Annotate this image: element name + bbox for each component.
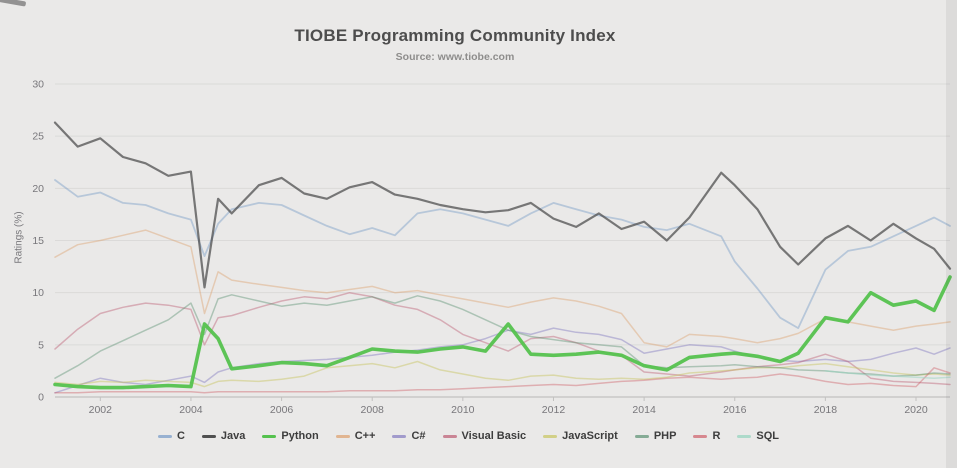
chart-title: TIOBE Programming Community Index [294, 26, 616, 45]
series-line-c- [54, 327, 951, 394]
legend-item-java[interactable]: Java [201, 430, 246, 442]
y-tick-label-30: 30 [32, 79, 44, 91]
series-line-php [54, 294, 951, 379]
y-tick-label-0: 0 [38, 392, 44, 404]
x-tick-label-2012: 2012 [542, 404, 566, 416]
legend-swatch-sql [737, 434, 752, 438]
x-tick-label-2018: 2018 [814, 404, 838, 416]
chart-legend: C Java Python C++ C# Visual Basic JavaScript PH… [0, 430, 937, 442]
legend-swatch-c- [335, 434, 350, 438]
y-tick-label-20: 20 [32, 183, 44, 195]
legend-swatch-javascript [543, 434, 558, 438]
legend-item-c-[interactable]: C# [392, 430, 426, 442]
legend-label: Visual Basic [461, 430, 527, 442]
legend-item-visual-basic[interactable]: Visual Basic [442, 430, 527, 442]
legend-item-sql[interactable]: SQL [737, 430, 779, 442]
legend-label: JavaScript [562, 430, 618, 442]
legend-swatch-php [634, 434, 649, 438]
legend-swatch-python [262, 434, 277, 438]
legend-label: PHP [653, 430, 677, 442]
legend-swatch-c [157, 434, 172, 438]
legend-label: C [176, 430, 185, 442]
x-tick-label-2008: 2008 [361, 404, 385, 416]
y-tick-label-25: 25 [32, 131, 44, 143]
series-line-sql [824, 370, 951, 379]
legend-item-javascript[interactable]: JavaScript [543, 430, 618, 442]
legend-item-python[interactable]: Python [262, 430, 319, 442]
legend-item-c-[interactable]: C++ [335, 430, 376, 442]
legend-label: Java [220, 430, 246, 442]
legend-label: Python [281, 430, 319, 442]
series-line-c [54, 179, 951, 329]
legend-label: SQL [756, 430, 780, 442]
legend-label: C++ [354, 430, 376, 442]
legend-swatch-visual-basic [442, 434, 457, 438]
x-tick-label-2004: 2004 [179, 404, 203, 416]
y-tick-label-10: 10 [32, 287, 44, 299]
legend-swatch-r [693, 434, 708, 438]
series-line-r [54, 367, 951, 394]
legend-item-php[interactable]: PHP [634, 430, 677, 442]
x-tick-label-2020: 2020 [904, 404, 928, 416]
legend-item-r[interactable]: R [693, 430, 720, 442]
legend-label: R [712, 430, 721, 442]
legend-swatch-java [201, 434, 216, 438]
y-tick-label-15: 15 [32, 235, 44, 247]
series-line-c- [54, 229, 951, 348]
series-line-python [53, 275, 952, 390]
x-tick-label-2016: 2016 [723, 404, 747, 416]
series-line-java [53, 121, 952, 289]
series-line-javascript [54, 360, 951, 388]
screen-edge-shadow [946, 0, 957, 468]
x-tick-label-2010: 2010 [451, 404, 475, 416]
x-tick-label-2014: 2014 [632, 404, 656, 416]
y-tick-label-5: 5 [38, 339, 44, 351]
x-tick-label-2006: 2006 [270, 404, 294, 416]
legend-label: C# [411, 430, 426, 442]
legend-swatch-c- [392, 434, 407, 438]
chart-subtitle: Source: www.tiobe.com [395, 51, 515, 63]
legend-item-c[interactable]: C [157, 430, 185, 442]
x-tick-label-2002: 2002 [89, 404, 113, 416]
